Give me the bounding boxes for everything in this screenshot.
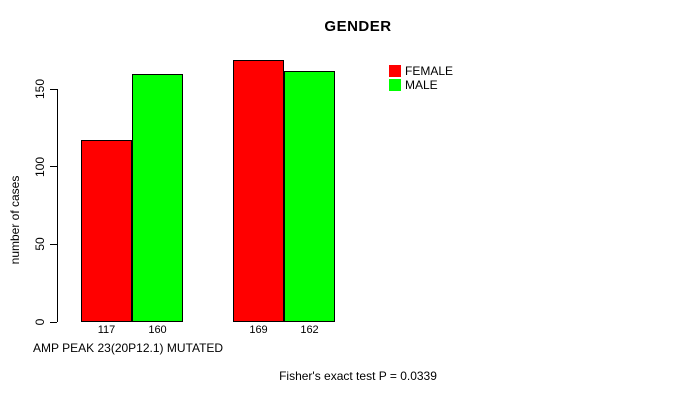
male-color-swatch (389, 79, 401, 91)
legend-item-male: MALE (389, 79, 453, 91)
y-axis-line (57, 89, 58, 322)
y-axis-label: number of cases (8, 175, 22, 265)
y-tick-mark (50, 321, 57, 323)
bar-value-label: 117 (97, 324, 116, 336)
y-tick-mark (50, 243, 57, 245)
bar-male-group2 (284, 70, 335, 322)
y-tick-label: 100 (33, 156, 47, 177)
bar-male-group1 (132, 73, 183, 322)
bar-value-label: 160 (148, 324, 167, 336)
y-tick-label: 0 (33, 318, 47, 326)
y-tick-label: 150 (33, 79, 47, 100)
fisher-test-annotation: Fisher's exact test P = 0.0339 (279, 369, 437, 383)
female-color-swatch (389, 65, 401, 77)
legend-item-female: FEMALE (389, 65, 453, 77)
legend-label-male: MALE (405, 78, 438, 92)
bar-value-label: 169 (249, 324, 268, 336)
legend-label-female: FEMALE (405, 64, 454, 78)
y-tick-mark (50, 166, 57, 168)
x-axis-label: AMP PEAK 23(20P12.1) MUTATED (33, 341, 224, 355)
chart-title: GENDER (324, 18, 392, 35)
y-tick-mark (50, 88, 57, 90)
bar-female-group2 (233, 59, 284, 322)
legend: FEMALE MALE (389, 65, 453, 91)
y-tick-label: 50 (33, 237, 47, 252)
bar-female-group1 (81, 140, 132, 322)
bar-value-label: 162 (300, 324, 319, 336)
